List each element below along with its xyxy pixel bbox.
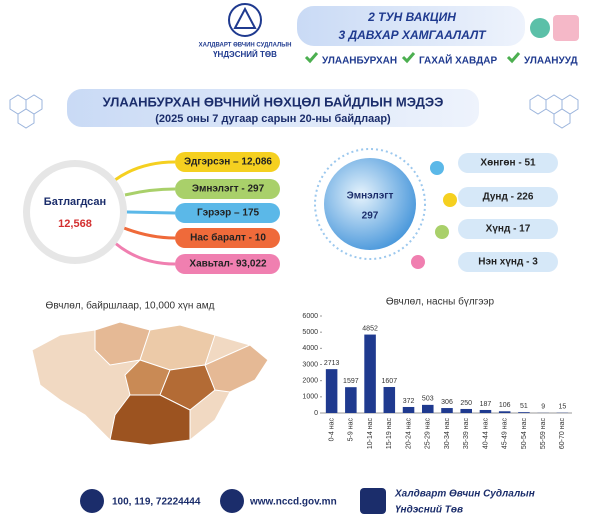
- x-tick-label: 55-59 нас: [540, 418, 547, 450]
- x-tick-label: 35-39 нас: [463, 418, 470, 450]
- x-tick-label: 20-24 нас: [405, 418, 412, 450]
- pill-text: Эмнэлэгт - 297: [192, 184, 265, 195]
- y-tick-label: 3000: [302, 361, 318, 368]
- hospital-label: Эмнэлэгт: [347, 191, 394, 202]
- title: УЛААНБУРХАН ӨВЧНИЙ НӨХЦӨЛ БАЙДЛЫН МЭДЭЭ: [103, 94, 444, 109]
- data-label: 503: [422, 396, 434, 403]
- pill: [175, 179, 280, 199]
- phone-icon: [80, 489, 104, 513]
- pill-text: Гэрээр – 175: [197, 208, 260, 219]
- data-label: 1607: [382, 378, 398, 385]
- checks: УЛААНБУРХАН ГАХАЙ ХАВДАР УЛААНУУД: [304, 52, 578, 67]
- pill-text: Эдгэрсэн – 12,086: [184, 157, 272, 168]
- data-label: 187: [480, 401, 492, 408]
- logo: ХАЛДВАРТ ӨВЧИН СУДЛАЛЫН ҮНДЭСНИЙ ТӨВ: [199, 3, 292, 59]
- x-tick-label: 15-19 нас: [386, 418, 393, 450]
- pill: [458, 153, 558, 173]
- map: [31, 321, 269, 446]
- pill: [175, 228, 280, 248]
- pill: [458, 252, 558, 272]
- check-text: ГАХАЙ ХАВДАР: [419, 54, 497, 67]
- pill: [458, 219, 558, 239]
- virus-icon: [530, 15, 579, 41]
- web: www.nccd.gov.mn: [249, 497, 337, 508]
- y-tick-label: 4000: [302, 345, 318, 352]
- bar: [498, 411, 511, 413]
- bar: [441, 408, 453, 413]
- x-tick-label: 40-44 нас: [482, 418, 489, 450]
- pill-text: Дунд - 226: [483, 192, 534, 203]
- web-icon: [220, 489, 244, 513]
- x-tick-label: 50-54 нас: [521, 418, 528, 450]
- bar: [422, 404, 434, 413]
- bar: [479, 409, 492, 413]
- confirmed-circle: [30, 167, 120, 257]
- x-tick-label: 30-34 нас: [444, 418, 451, 450]
- pill: [175, 203, 280, 223]
- y-tick-label: 0: [314, 410, 318, 417]
- facebook-icon: [360, 488, 386, 514]
- pill: [175, 152, 280, 172]
- confirmed-value: 12,568: [58, 218, 92, 230]
- hospital-circle: [324, 158, 416, 250]
- pill: [175, 254, 280, 274]
- x-tick-label: 5-9 нас: [348, 418, 355, 442]
- phone: 100, 119, 72224444: [112, 497, 201, 508]
- banner: [295, 4, 527, 48]
- bar: [383, 387, 396, 413]
- y-tick-label: 1000: [302, 394, 318, 401]
- check-text: УЛААНБУРХАН: [322, 56, 397, 67]
- bar: [402, 406, 415, 413]
- pill-text: Хүнд - 17: [486, 224, 531, 235]
- data-label: 51: [520, 403, 528, 410]
- y-tick-label: 6000: [302, 313, 318, 320]
- bar: [364, 334, 376, 413]
- dots: [411, 161, 457, 269]
- data-label: 9: [541, 404, 545, 411]
- logo-text: ҮНДЭСНИЙ ТӨВ: [213, 50, 277, 59]
- map-title: Өвчлөл, байршлаар, 10,000 хүн амд: [46, 300, 215, 312]
- y-tick-label: 2000: [302, 378, 318, 385]
- hexagons: [9, 94, 579, 129]
- pill-text: Нэн хүнд - 3: [478, 257, 538, 268]
- data-label: 1597: [343, 378, 359, 385]
- org: Үндэсний Төв: [395, 505, 463, 516]
- check-text: УЛААНУУД: [524, 56, 578, 67]
- data-label: 2713: [324, 360, 340, 367]
- pill-text: Хөнгөн - 51: [480, 158, 536, 169]
- data-label: 306: [441, 399, 453, 406]
- logo-text: ХАЛДВАРТ ӨВЧИН СУДЛАЛЫН: [199, 43, 292, 49]
- x-tick-label: 45-49 нас: [502, 418, 509, 450]
- data-label: 4852: [362, 325, 378, 332]
- chart-title: Өвчлөл, насны бүлгээр: [386, 296, 495, 308]
- y-tick-label: 5000: [302, 329, 318, 336]
- bar: [460, 408, 472, 413]
- banner-text: 3 ДАВХАР ХАМГААЛАЛТ: [338, 28, 487, 42]
- hospital-value: 297: [362, 211, 379, 222]
- bar: [518, 412, 530, 413]
- bar-chart: 0 1000 2000 3000 4000 5000 6000 0-4 нас 2713 5-9 …: [302, 313, 572, 449]
- pill: [458, 187, 558, 207]
- bar: [325, 369, 338, 413]
- pill-text: Хавьтал- 93,022: [189, 259, 267, 270]
- x-tick-label: 0-4 нас: [328, 418, 335, 442]
- subtitle: (2025 оны 7 дугаар сарын 20-ны байдлаар): [155, 113, 391, 125]
- pill-text: Нас баралт - 10: [190, 232, 266, 244]
- title-box: [65, 87, 481, 129]
- data-label: 250: [460, 400, 472, 407]
- data-label: 106: [499, 402, 511, 409]
- x-tick-label: 10-14 нас: [367, 418, 374, 450]
- connectors: [114, 160, 176, 266]
- data-label: 15: [558, 404, 566, 411]
- x-tick-label: 60-70 нас: [559, 418, 566, 450]
- org: Халдварт Өвчин Судлалын: [394, 489, 535, 500]
- confirmed-label: Батлагдсан: [44, 196, 106, 208]
- data-label: 372: [403, 398, 415, 405]
- bar: [345, 387, 357, 413]
- x-tick-label: 25-29 нас: [425, 418, 432, 450]
- banner-text: 2 ТУН ВАКЦИН: [367, 10, 456, 24]
